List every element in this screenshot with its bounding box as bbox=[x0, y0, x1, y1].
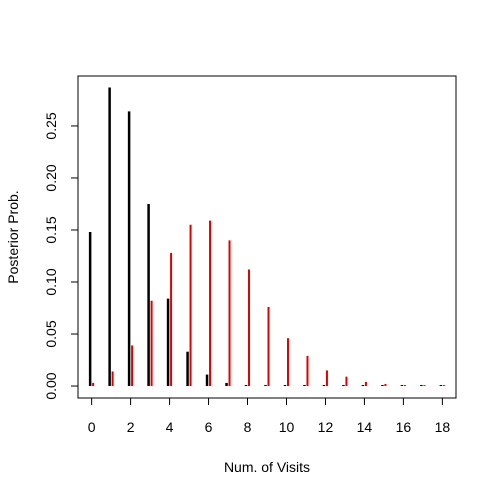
y-tick-label-0.15: 0.15 bbox=[43, 216, 59, 243]
x-axis: 0 2 4 6 8 10 12 14 16 18 bbox=[88, 397, 451, 435]
y-axis-label: Posterior Prob. bbox=[5, 190, 21, 283]
x-tick-label-6: 6 bbox=[205, 419, 213, 435]
plot-frame bbox=[77, 75, 457, 399]
x-axis-label: Num. of Visits bbox=[224, 459, 310, 475]
x-tick-label-4: 4 bbox=[166, 419, 174, 435]
x-tick-label-8: 8 bbox=[244, 419, 252, 435]
x-tick-label-10: 10 bbox=[279, 419, 295, 435]
bars-group bbox=[88, 87, 445, 387]
y-axis: 0.00 0.05 0.10 0.15 0.20 0.25 bbox=[43, 112, 79, 400]
y-tick-label-0.25: 0.25 bbox=[43, 112, 59, 139]
x-tick-label-18: 18 bbox=[435, 419, 451, 435]
y-tick-label-0.10: 0.10 bbox=[43, 268, 59, 295]
x-tick-label-2: 2 bbox=[127, 419, 135, 435]
x-tick-label-14: 14 bbox=[357, 419, 373, 435]
y-tick-label-0.00: 0.00 bbox=[43, 372, 59, 399]
x-tick-label-12: 12 bbox=[318, 419, 334, 435]
y-tick-label-0.20: 0.20 bbox=[43, 164, 59, 191]
x-tick-label-16: 16 bbox=[396, 419, 412, 435]
y-tick-label-0.05: 0.05 bbox=[43, 320, 59, 347]
x-tick-label-0: 0 bbox=[88, 419, 96, 435]
